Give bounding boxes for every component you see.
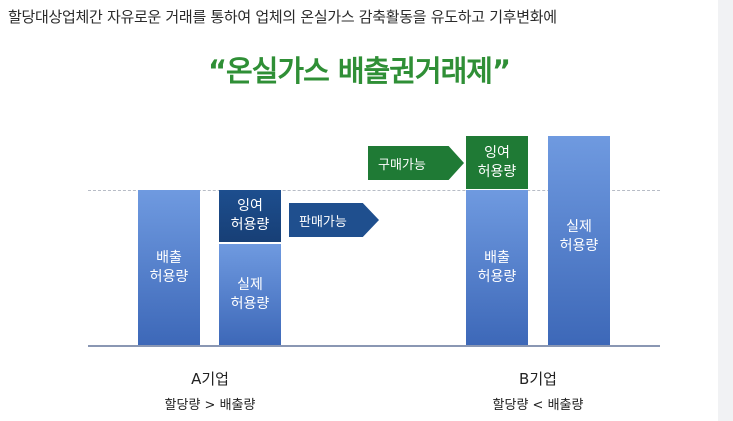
a-surplus-label-2: 허용량 [230,217,270,233]
diagram-title: “온실가스 배출권거래제” [207,54,511,88]
b-emission-allowance-bar: 배출 허용량 [466,190,528,345]
description-text: 할당대상업체간 자유로운 거래를 통하여 업체의 온실가스 감축활동을 유도하고… [8,8,557,26]
b-actual-allowance-bar: 실제 허용량 [548,136,610,345]
company-a-condition: 할당량 > 배출량 [164,398,256,413]
a-emission-allowance-bar: 배출 허용량 [138,190,200,345]
buy-arrow: 구매가능 [368,146,464,180]
a-surplus-allowance-bar: 잉여 허용량 [219,190,281,242]
company-b-label: B기업 [519,370,557,388]
a-actual-label-2: 허용량 [230,295,270,312]
b-emission-label-1: 배출 [484,249,510,266]
buy-arrow-label: 구매가능 [378,157,426,173]
baseline [88,345,660,347]
company-a-label: A기업 [191,370,229,388]
a-actual-label-1: 실제 [237,276,263,293]
b-actual-label-1: 실제 [566,219,592,235]
allocation-line [88,190,660,191]
sell-arrow-label: 판매가능 [299,214,347,230]
a-surplus-label-1: 잉여 [237,198,263,214]
sell-arrow: 판매가능 [289,203,379,237]
a-emission-label-2: 허용량 [149,268,189,285]
b-actual-label-2: 허용량 [559,238,599,254]
b-surplus-label-2: 허용량 [477,163,517,180]
b-surplus-label-1: 잉여 [484,144,510,161]
b-surplus-allowance-bar: 잉여 허용량 [466,136,528,189]
a-emission-label-1: 배출 [156,249,182,266]
a-actual-allowance-bar: 실제 허용량 [219,244,281,345]
right-edge-strip [718,0,733,421]
b-emission-label-2: 허용량 [477,268,517,285]
company-b-condition: 할당량 < 배출량 [492,398,584,413]
